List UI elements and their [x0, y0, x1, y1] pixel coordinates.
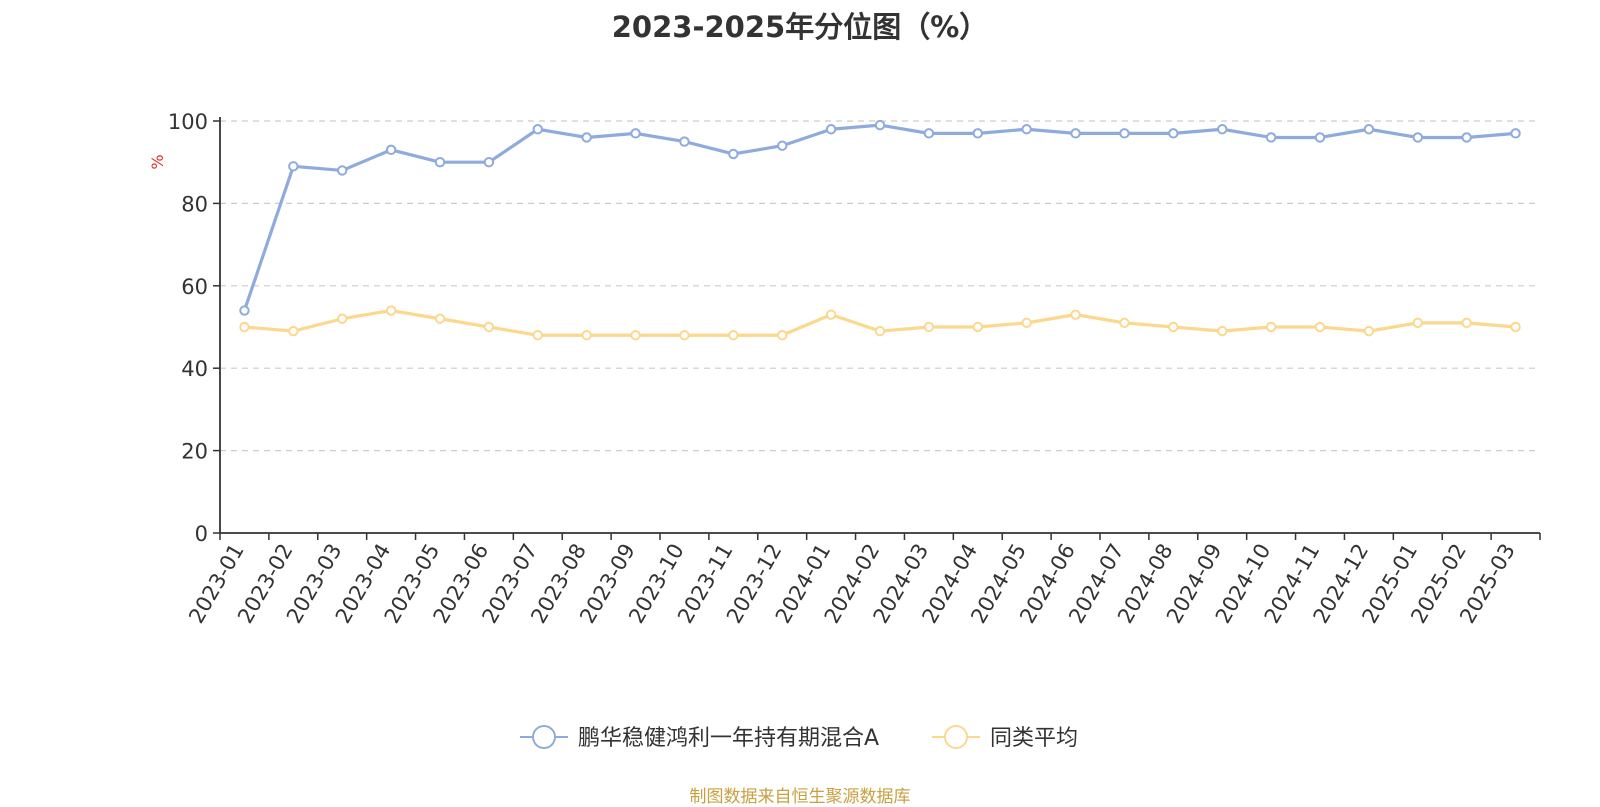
data-point	[1021, 317, 1032, 329]
data-point	[1217, 124, 1228, 135]
data-point	[1119, 128, 1130, 139]
data-point	[1070, 309, 1081, 320]
data-point	[1168, 128, 1179, 139]
data-point	[1314, 321, 1326, 333]
data-point	[434, 313, 446, 324]
data-point	[1119, 317, 1130, 329]
data-point	[1510, 128, 1521, 139]
legend-item-1[interactable]: 同类平均	[932, 725, 1078, 751]
y-tick-label: 60	[181, 275, 208, 299]
data-point	[874, 119, 886, 131]
legend-label: 鹏华稳健鸿利一年持有期混合A	[578, 726, 879, 751]
data-point	[825, 309, 837, 320]
data-point	[434, 157, 446, 168]
source-footer: 制图数据来自恒生聚源数据库	[689, 787, 911, 807]
data-point	[239, 305, 250, 316]
data-point	[1363, 325, 1375, 337]
data-point	[1412, 132, 1423, 143]
data-point	[1461, 132, 1472, 143]
series-1	[239, 305, 1521, 341]
data-point	[777, 330, 788, 341]
data-point	[385, 305, 397, 316]
legend-marker	[532, 725, 556, 749]
legend: 鹏华稳健鸿利一年持有期混合A 同类平均	[520, 725, 1078, 751]
data-point	[1363, 124, 1375, 135]
data-point	[385, 144, 397, 156]
data-point	[1070, 128, 1081, 139]
data-point	[581, 330, 592, 341]
data-point	[1217, 325, 1228, 337]
data-point	[1265, 132, 1277, 143]
y-axis-label: %	[148, 154, 167, 169]
data-point	[972, 128, 983, 139]
data-point	[532, 330, 543, 341]
data-point	[923, 128, 935, 139]
series-line-0	[242, 123, 1516, 312]
data-point	[288, 325, 299, 337]
data-point	[1265, 321, 1277, 333]
data-point	[239, 321, 250, 333]
data-point	[874, 325, 886, 337]
data-point	[337, 313, 348, 324]
data-point	[630, 330, 641, 341]
series-0	[239, 119, 1521, 316]
y-tick-label: 100	[168, 110, 208, 134]
data-point	[1412, 317, 1423, 329]
data-point	[825, 124, 837, 135]
data-point	[532, 124, 543, 135]
data-point	[337, 165, 348, 176]
data-point	[728, 148, 739, 160]
data-point	[972, 321, 983, 333]
data-point	[1168, 321, 1179, 333]
data-point	[923, 321, 935, 333]
data-point	[630, 128, 641, 139]
legend-marker	[944, 725, 968, 749]
data-point	[1510, 321, 1521, 333]
grid-lines	[220, 120, 1540, 452]
data-point	[483, 157, 495, 168]
data-point	[728, 330, 739, 341]
chart-title: 2023-2025年分位图（%）	[611, 10, 989, 44]
series-layer	[239, 119, 1521, 341]
legend-label: 同类平均	[990, 726, 1078, 751]
y-tick-label: 80	[181, 192, 208, 216]
data-point	[581, 132, 592, 143]
data-point	[1461, 317, 1472, 329]
data-point	[1314, 132, 1326, 143]
y-tick-label: 20	[181, 440, 208, 464]
data-point	[1021, 124, 1032, 135]
data-point	[288, 161, 299, 172]
data-point	[679, 330, 690, 341]
y-tick-label: 0	[195, 522, 208, 546]
data-point	[777, 140, 788, 151]
data-point	[483, 321, 495, 333]
y-tick-label: 40	[181, 357, 208, 381]
legend-item-0[interactable]: 鹏华稳健鸿利一年持有期混合A	[520, 725, 879, 751]
data-point	[679, 136, 690, 147]
